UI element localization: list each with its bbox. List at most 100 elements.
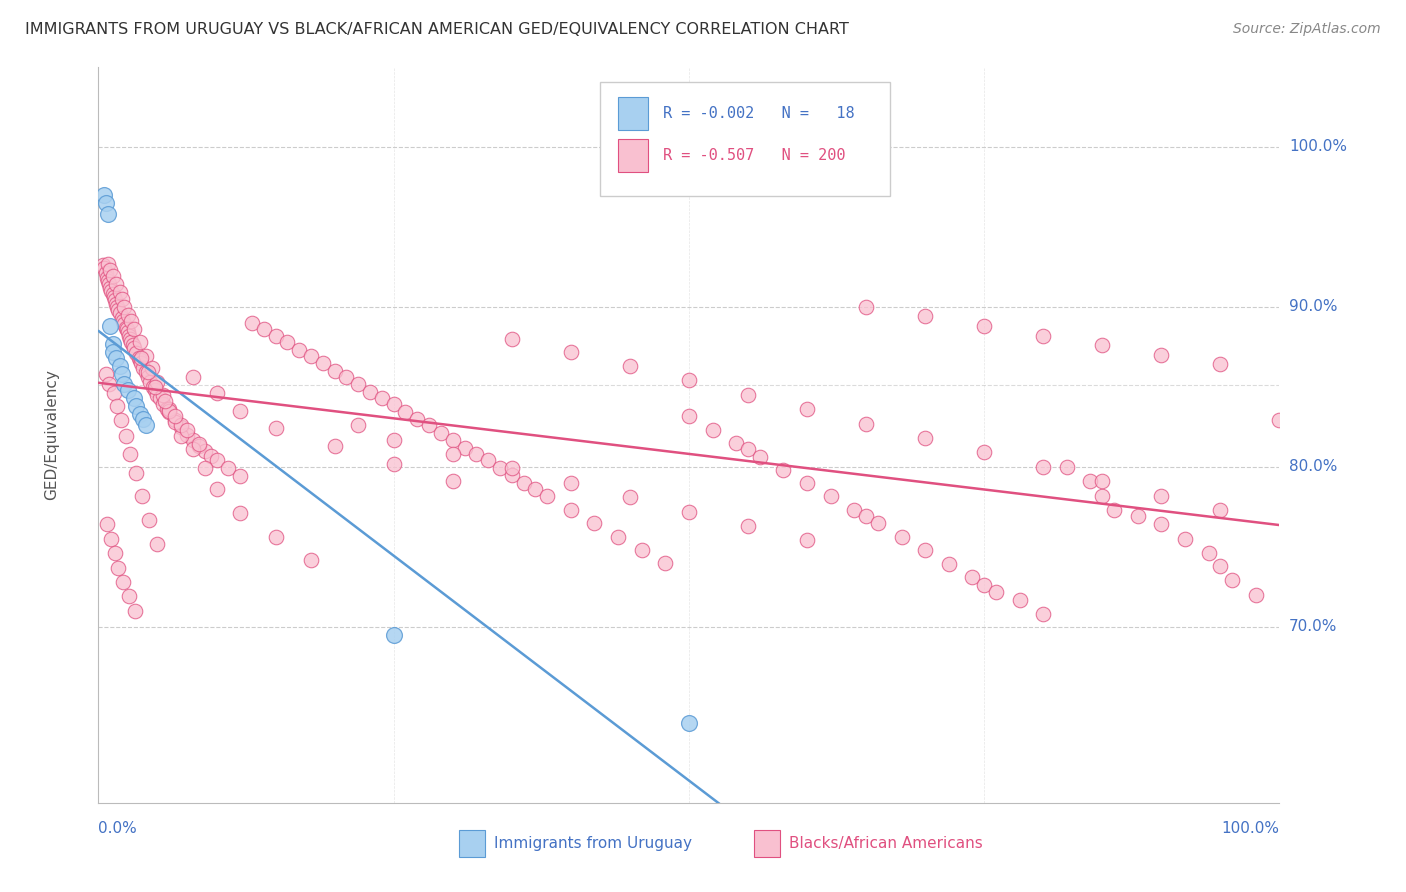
FancyBboxPatch shape <box>619 96 648 130</box>
Point <box>394 405 416 419</box>
Point <box>132 360 155 375</box>
Point <box>1032 459 1054 474</box>
Point <box>121 334 143 349</box>
Point <box>98 277 121 292</box>
Point <box>136 366 159 380</box>
Point <box>382 457 405 471</box>
Point <box>176 423 198 437</box>
Point <box>844 503 866 517</box>
Point <box>108 306 131 320</box>
Point <box>973 578 995 592</box>
Point <box>170 418 193 433</box>
Point <box>101 269 124 284</box>
FancyBboxPatch shape <box>600 81 890 195</box>
Point <box>1209 358 1232 372</box>
Point <box>165 413 187 427</box>
Point <box>583 516 606 530</box>
Point <box>430 426 453 441</box>
Point <box>165 415 187 429</box>
Point <box>678 409 700 423</box>
Point <box>143 380 166 394</box>
Text: Source: ZipAtlas.com: Source: ZipAtlas.com <box>1233 22 1381 37</box>
Point <box>796 533 818 548</box>
Point <box>118 590 141 604</box>
Point <box>100 284 122 298</box>
Text: Immigrants from Uruguay: Immigrants from Uruguay <box>494 836 692 851</box>
Point <box>96 271 118 285</box>
Point <box>200 449 222 463</box>
Point <box>1091 489 1114 503</box>
Text: GED/Equivalency: GED/Equivalency <box>44 369 59 500</box>
Point <box>737 442 759 457</box>
Point <box>105 296 128 310</box>
Point <box>94 266 117 280</box>
Point <box>98 376 121 391</box>
Point <box>914 310 936 324</box>
Point <box>1198 546 1220 560</box>
Point <box>1091 475 1114 489</box>
Text: R = -0.002   N =   18: R = -0.002 N = 18 <box>664 106 855 120</box>
Point <box>156 402 179 417</box>
Point <box>737 388 759 402</box>
Point <box>855 417 877 431</box>
Text: 80.0%: 80.0% <box>1289 459 1337 475</box>
Point <box>489 461 512 475</box>
Text: IMMIGRANTS FROM URUGUAY VS BLACK/AFRICAN AMERICAN GED/EQUIVALENCY CORRELATION CH: IMMIGRANTS FROM URUGUAY VS BLACK/AFRICAN… <box>25 22 849 37</box>
Point <box>110 413 132 427</box>
Point <box>125 399 148 413</box>
Point <box>111 311 134 326</box>
Point <box>619 490 641 504</box>
Point <box>101 287 124 301</box>
Point <box>146 536 169 550</box>
Point <box>181 433 204 447</box>
Point <box>453 441 475 455</box>
Point <box>264 421 287 435</box>
Text: 100.0%: 100.0% <box>1289 139 1347 154</box>
Point <box>1126 509 1149 524</box>
Point <box>98 319 121 334</box>
Text: 70.0%: 70.0% <box>1289 619 1337 634</box>
Point <box>111 292 134 306</box>
Point <box>855 300 877 314</box>
Point <box>1150 489 1173 503</box>
Point <box>323 364 346 378</box>
Point <box>820 489 842 503</box>
Point <box>737 519 759 533</box>
Point <box>104 293 127 308</box>
Point <box>1244 588 1267 602</box>
Point <box>103 290 125 304</box>
Point <box>1209 559 1232 574</box>
Point <box>104 546 127 560</box>
FancyBboxPatch shape <box>754 830 780 856</box>
Point <box>125 467 148 481</box>
Point <box>855 509 877 524</box>
Point <box>1268 413 1291 427</box>
Point <box>347 376 370 391</box>
Point <box>121 314 143 328</box>
Point <box>1150 348 1173 362</box>
Point <box>122 391 145 405</box>
Point <box>1209 503 1232 517</box>
Point <box>229 469 252 483</box>
Point <box>1056 459 1078 474</box>
Point <box>124 604 146 618</box>
Point <box>1080 475 1102 489</box>
Point <box>122 322 145 336</box>
Point <box>170 429 193 443</box>
Point <box>264 328 287 343</box>
Point <box>176 428 198 442</box>
Point <box>630 543 652 558</box>
Point <box>501 467 523 482</box>
Point <box>139 375 162 389</box>
Point <box>101 336 124 351</box>
Point <box>984 584 1007 599</box>
Point <box>382 628 405 642</box>
FancyBboxPatch shape <box>619 138 648 172</box>
Point <box>128 407 150 421</box>
Point <box>1008 592 1031 607</box>
Point <box>465 447 488 461</box>
Point <box>181 442 204 457</box>
Point <box>205 386 228 401</box>
Point <box>1091 338 1114 352</box>
Point <box>914 431 936 445</box>
